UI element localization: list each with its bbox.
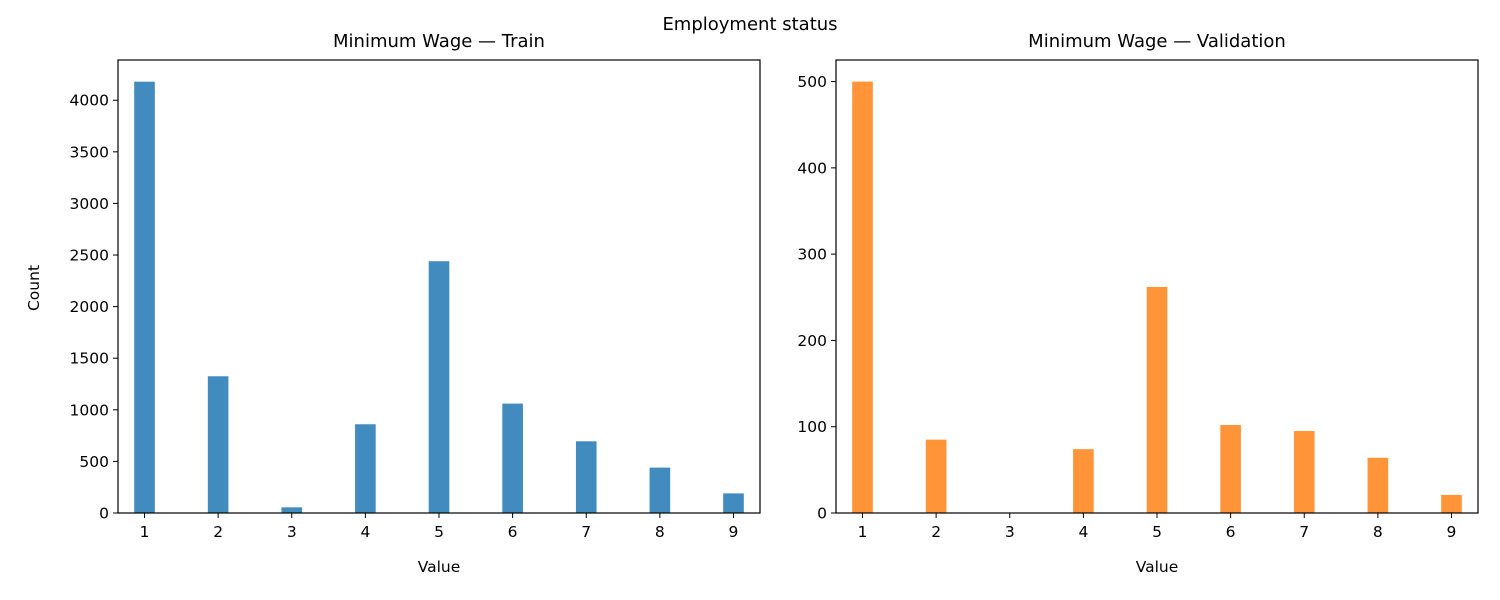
x-tick-label: 3 [287,523,297,541]
bar [1220,424,1241,513]
plot-area: 1 2 3 4 5 6 7 8 9 0 100 200 300 400 500 [797,59,1479,541]
x-tick-label: 8 [655,523,665,541]
x-tick-label: 6 [1226,523,1236,541]
y-tick-label: 1500 [70,350,109,368]
bar [852,81,873,514]
x-tick-label: 1 [140,523,150,541]
y-tick-label: 0 [817,505,827,523]
y-tick-label: 300 [797,246,827,264]
y-tick-label: 4000 [70,92,109,110]
bar [428,261,450,513]
bar [925,439,947,513]
chart-title: Minimum Wage — Validation [1028,31,1286,52]
y-tick-label: 100 [797,418,827,436]
y-tick-label: 0 [99,505,109,523]
bar [281,507,303,513]
bar [575,441,597,513]
y-tick-label: 1000 [70,401,109,419]
y-axis-label: Count [25,265,43,311]
x-tick-label: 3 [1005,523,1015,541]
y-tick-label: 500 [797,73,827,91]
x-tick-label: 6 [508,523,518,541]
bar [1367,457,1389,513]
plot-area: 1 2 3 4 5 6 7 8 9 0 500 1000 1500 2000 2500 3000 3500 400… [70,59,761,541]
chart-title: Minimum Wage — Train [333,31,545,52]
bar [1293,431,1315,513]
y-tick-label: 3500 [70,143,109,161]
x-tick-label: 2 [931,523,941,541]
chart-panel-validation: Minimum Wage — Validation Value 1 2 3 4 5 6 7 8… [797,31,1479,576]
x-tick-label: 7 [581,523,591,541]
x-tick-label: 7 [1299,523,1309,541]
x-tick-label: 5 [1152,523,1162,541]
x-tick-label: 4 [360,523,370,541]
x-tick-label: 2 [213,523,223,541]
y-tick-label: 2500 [70,247,109,265]
bar [502,403,523,513]
x-axis-label: Value [1136,558,1179,576]
bar [1441,494,1462,513]
y-tick-label: 400 [797,159,827,177]
x-axis-label: Value [418,558,461,576]
bar [207,376,229,513]
y-tick-label: 500 [79,453,109,471]
y-tick-label: 200 [797,332,827,350]
figure-suptitle: Employment status [662,14,837,35]
x-tick-label: 4 [1078,523,1088,541]
bar [134,81,155,513]
x-tick-label: 9 [1447,523,1457,541]
bar [723,493,744,513]
x-tick-label: 1 [858,523,868,541]
y-tick-label: 3000 [70,195,109,213]
x-tick-label: 9 [729,523,739,541]
bar [355,424,376,513]
bar [1073,449,1094,513]
y-tick-label: 2000 [70,298,109,316]
bar [1146,286,1168,513]
x-tick-label: 8 [1373,523,1383,541]
chart-panel-train: Minimum Wage — Train Value Count 1 2 3 4 5 6 7… [25,31,761,576]
bar [649,467,671,513]
x-tick-label: 5 [434,523,444,541]
